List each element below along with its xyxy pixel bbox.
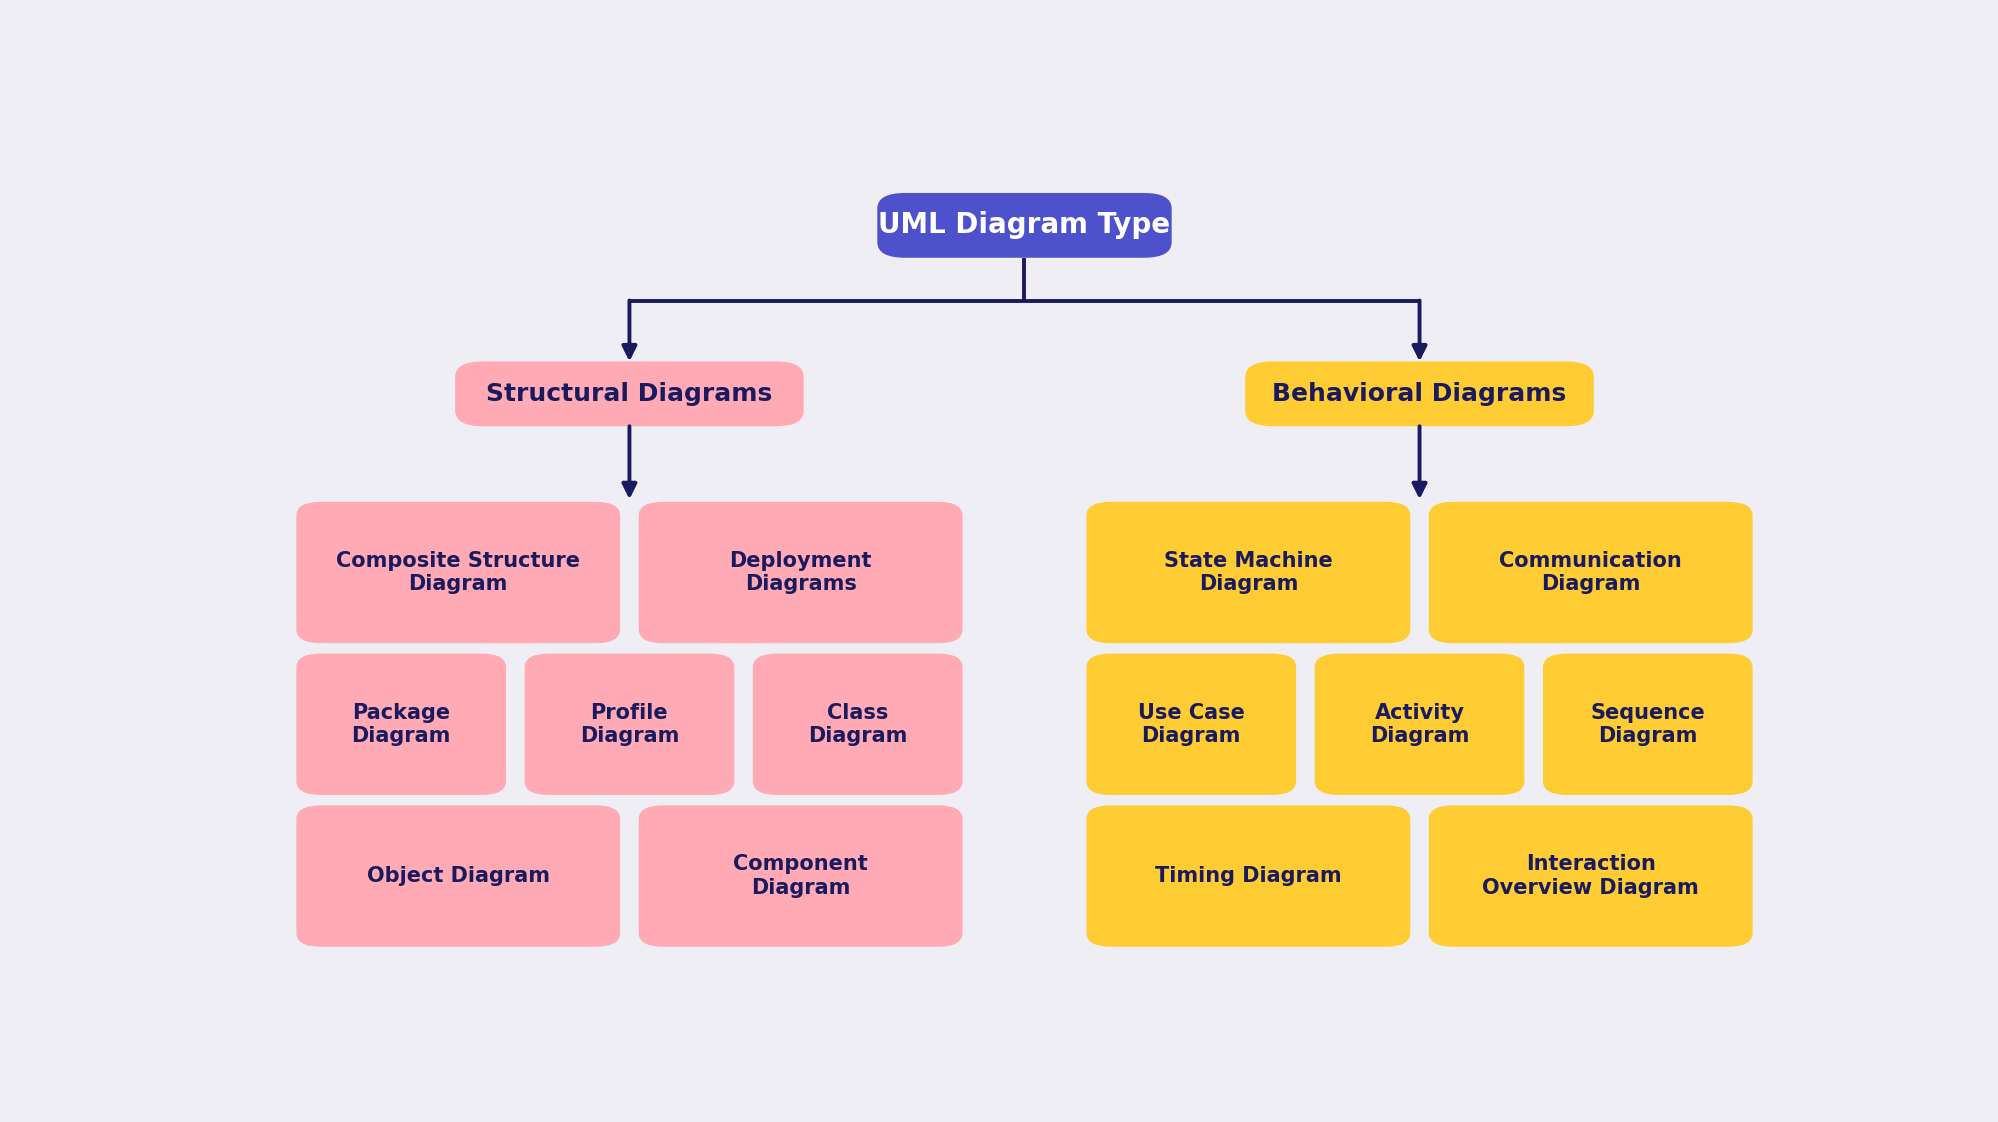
Text: Sequence
Diagram: Sequence Diagram <box>1590 702 1704 746</box>
Text: Component
Diagram: Component Diagram <box>733 855 867 898</box>
FancyBboxPatch shape <box>877 193 1171 258</box>
FancyBboxPatch shape <box>296 806 619 947</box>
FancyBboxPatch shape <box>296 654 505 795</box>
Text: State Machine
Diagram: State Machine Diagram <box>1163 551 1333 595</box>
FancyBboxPatch shape <box>639 502 963 643</box>
FancyBboxPatch shape <box>1087 654 1295 795</box>
FancyBboxPatch shape <box>753 654 963 795</box>
FancyBboxPatch shape <box>639 806 963 947</box>
Text: Structural Diagrams: Structural Diagrams <box>486 381 771 406</box>
Text: Class
Diagram: Class Diagram <box>807 702 907 746</box>
Text: UML Diagram Type: UML Diagram Type <box>877 211 1171 239</box>
FancyBboxPatch shape <box>1087 806 1409 947</box>
Text: Deployment
Diagrams: Deployment Diagrams <box>729 551 871 595</box>
Text: Profile
Diagram: Profile Diagram <box>579 702 679 746</box>
Text: Timing Diagram: Timing Diagram <box>1155 866 1341 886</box>
FancyBboxPatch shape <box>1087 502 1409 643</box>
FancyBboxPatch shape <box>1542 654 1752 795</box>
FancyBboxPatch shape <box>1429 502 1752 643</box>
Text: Communication
Diagram: Communication Diagram <box>1498 551 1680 595</box>
FancyBboxPatch shape <box>1429 806 1752 947</box>
FancyBboxPatch shape <box>1315 654 1524 795</box>
FancyBboxPatch shape <box>1245 361 1592 426</box>
Text: Object Diagram: Object Diagram <box>366 866 549 886</box>
Text: Interaction
Overview Diagram: Interaction Overview Diagram <box>1483 855 1698 898</box>
FancyBboxPatch shape <box>456 361 803 426</box>
Text: Package
Diagram: Package Diagram <box>352 702 452 746</box>
Text: Use Case
Diagram: Use Case Diagram <box>1137 702 1245 746</box>
FancyBboxPatch shape <box>523 654 733 795</box>
Text: Activity
Diagram: Activity Diagram <box>1369 702 1469 746</box>
FancyBboxPatch shape <box>296 502 619 643</box>
Text: Composite Structure
Diagram: Composite Structure Diagram <box>336 551 579 595</box>
Text: Behavioral Diagrams: Behavioral Diagrams <box>1273 381 1566 406</box>
